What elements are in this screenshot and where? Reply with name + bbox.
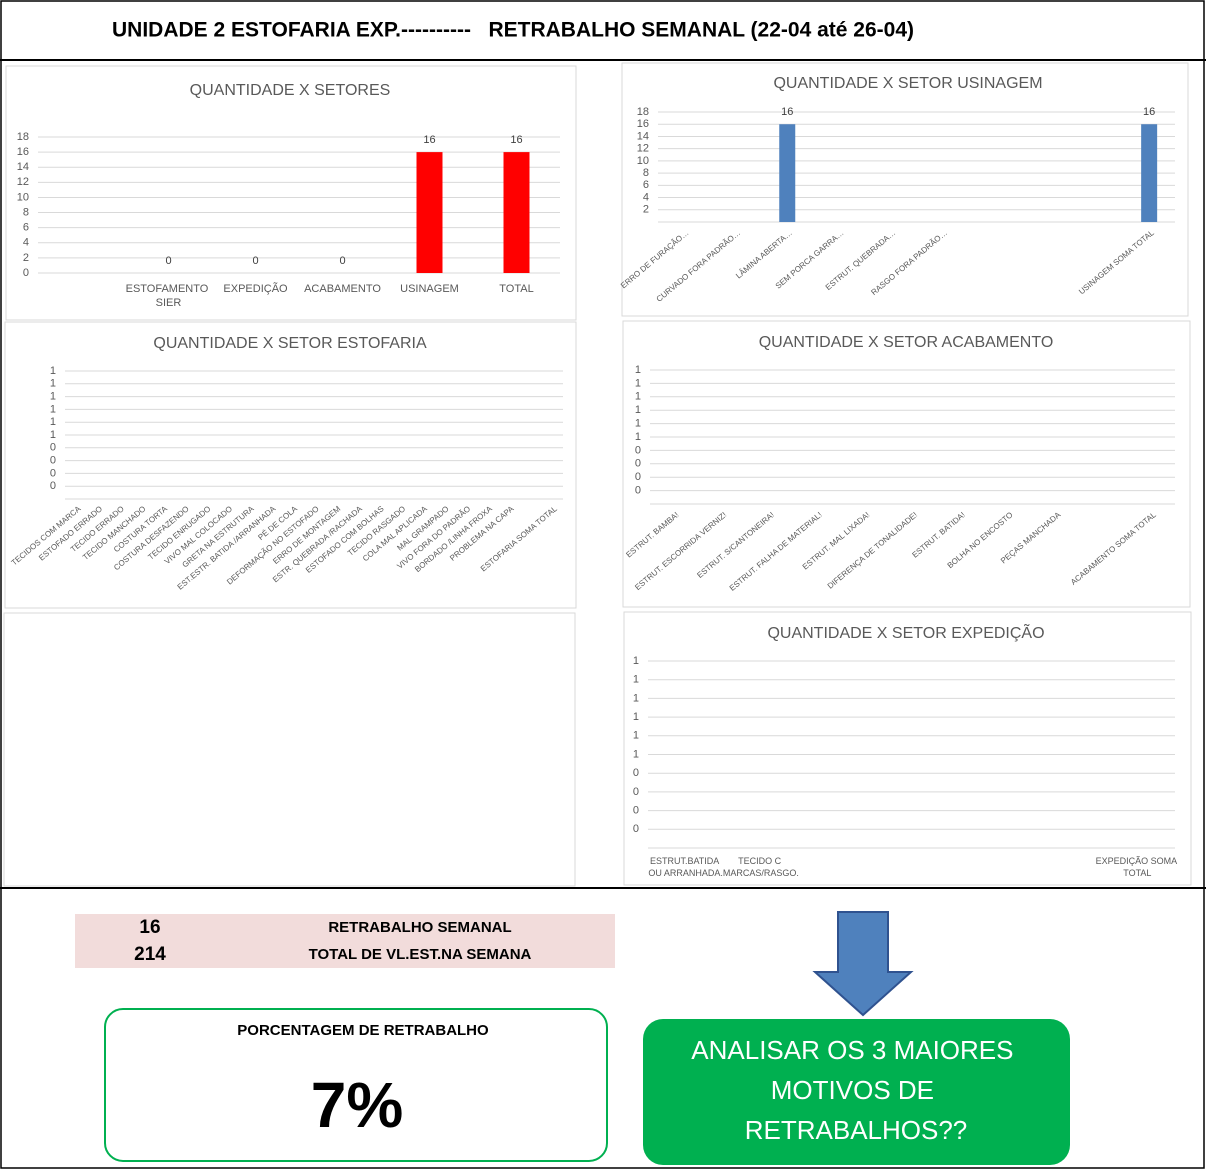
y-tick-label: 1 <box>50 378 56 390</box>
empty-panel <box>3 612 576 887</box>
x-tick-label: ACABAMENTO <box>304 283 381 295</box>
x-tick-label: ESTOFAMENTO SIER <box>126 283 212 309</box>
y-tick-label: 4 <box>23 237 29 249</box>
y-tick-label: 10 <box>17 191 29 203</box>
y-tick-label: 1 <box>50 365 56 377</box>
x-tick-label: TOTAL <box>499 283 533 295</box>
y-tick-label: 2 <box>643 204 649 216</box>
y-tick-label: 6 <box>23 222 29 234</box>
data-label: 16 <box>1143 106 1155 118</box>
y-tick-label: 14 <box>637 130 649 142</box>
y-tick-label: 16 <box>17 146 29 158</box>
y-tick-label: 0 <box>633 823 639 835</box>
y-tick-label: 1 <box>50 416 56 428</box>
y-tick-label: 4 <box>643 191 649 203</box>
data-label: 0 <box>339 255 345 267</box>
y-tick-label: 0 <box>50 480 56 492</box>
y-tick-label: 16 <box>637 118 649 130</box>
summary-table <box>75 914 615 968</box>
y-tick-label: 1 <box>635 391 641 403</box>
data-label: 0 <box>165 255 171 267</box>
y-tick-label: 1 <box>633 655 639 667</box>
x-tick-label: ESTRUT.BATIDA OU ARRANHADA. <box>648 856 723 878</box>
y-tick-label: 2 <box>23 252 29 264</box>
data-label: 16 <box>510 134 522 146</box>
chart-title: QUANTIDADE X SETOR USINAGEM <box>773 75 1042 92</box>
y-tick-label: 0 <box>633 767 639 779</box>
y-tick-label: 0 <box>635 444 641 456</box>
y-tick-label: 8 <box>23 206 29 218</box>
y-tick-label: 8 <box>643 167 649 179</box>
y-tick-label: 12 <box>637 143 649 155</box>
y-tick-label: 1 <box>635 377 641 389</box>
chart-title: QUANTIDADE X SETOR ESTOFARIA <box>153 335 427 352</box>
bar <box>503 152 530 273</box>
y-tick-label: 1 <box>635 404 641 416</box>
percentage-value: 7% <box>311 1069 404 1141</box>
y-tick-label: 1 <box>50 429 56 441</box>
y-tick-label: 0 <box>50 455 56 467</box>
bar <box>1141 124 1158 222</box>
x-tick-label: EXPEDIÇÃO <box>223 282 288 295</box>
y-tick-label: 0 <box>635 471 641 483</box>
x-tick-label: USINAGEM <box>400 283 459 295</box>
y-tick-label: 1 <box>633 711 639 723</box>
x-tick-label: EXPEDIÇÃO SOMA TOTAL <box>1096 856 1180 878</box>
y-tick-label: 1 <box>633 692 639 704</box>
y-tick-label: 10 <box>637 155 649 167</box>
callout-text: ANALISAR OS 3 MAIORES MOTIVOS DE RETRABA… <box>691 1035 1020 1145</box>
data-label: 16 <box>423 134 435 146</box>
summary-value: 214 <box>134 944 166 965</box>
summary-label: RETRABALHO SEMANAL <box>328 919 511 936</box>
y-tick-label: 1 <box>635 418 641 430</box>
y-tick-label: 0 <box>635 485 641 497</box>
y-tick-label: 1 <box>633 748 639 760</box>
bar <box>416 152 443 273</box>
chart-panel <box>4 321 577 609</box>
percentage-label: PORCENTAGEM DE RETRABALHO <box>237 1022 489 1039</box>
y-tick-label: 0 <box>635 458 641 470</box>
y-tick-label: 0 <box>50 442 56 454</box>
chart-panel <box>623 611 1192 886</box>
y-tick-label: 12 <box>17 176 29 188</box>
chart-panel <box>621 62 1189 317</box>
percentage-box <box>104 1008 608 1162</box>
y-tick-label: 6 <box>643 179 649 191</box>
y-tick-label: 18 <box>17 131 29 143</box>
summary-label: TOTAL DE VL.EST.NA SEMANA <box>309 946 532 963</box>
y-tick-label: 1 <box>635 364 641 376</box>
y-tick-label: 0 <box>633 786 639 798</box>
y-tick-label: 0 <box>50 467 56 479</box>
page-title: UNIDADE 2 ESTOFARIA EXP.---------- RETRA… <box>112 19 914 42</box>
summary-value: 16 <box>139 917 160 938</box>
y-tick-label: 0 <box>23 267 29 279</box>
data-label: 0 <box>252 255 258 267</box>
arrow <box>812 911 914 1017</box>
chart-panel <box>5 65 577 321</box>
chart-title: QUANTIDADE X SETOR ACABAMENTO <box>759 334 1054 351</box>
chart-title: QUANTIDADE X SETOR EXPEDIÇÃO <box>767 622 1044 642</box>
y-tick-label: 14 <box>17 161 29 173</box>
bar <box>779 124 796 222</box>
y-tick-label: 0 <box>633 805 639 817</box>
y-tick-label: 1 <box>633 674 639 686</box>
chart-title: QUANTIDADE X SETORES <box>190 82 391 99</box>
y-tick-label: 18 <box>637 106 649 118</box>
callout-box <box>643 1019 1070 1165</box>
x-tick-label: TECIDO C MARCAS/RASGO. <box>723 856 799 878</box>
y-tick-label: 1 <box>50 403 56 415</box>
y-tick-label: 1 <box>50 391 56 403</box>
y-tick-label: 1 <box>635 431 641 443</box>
data-label: 16 <box>781 106 793 118</box>
y-tick-label: 1 <box>633 730 639 742</box>
